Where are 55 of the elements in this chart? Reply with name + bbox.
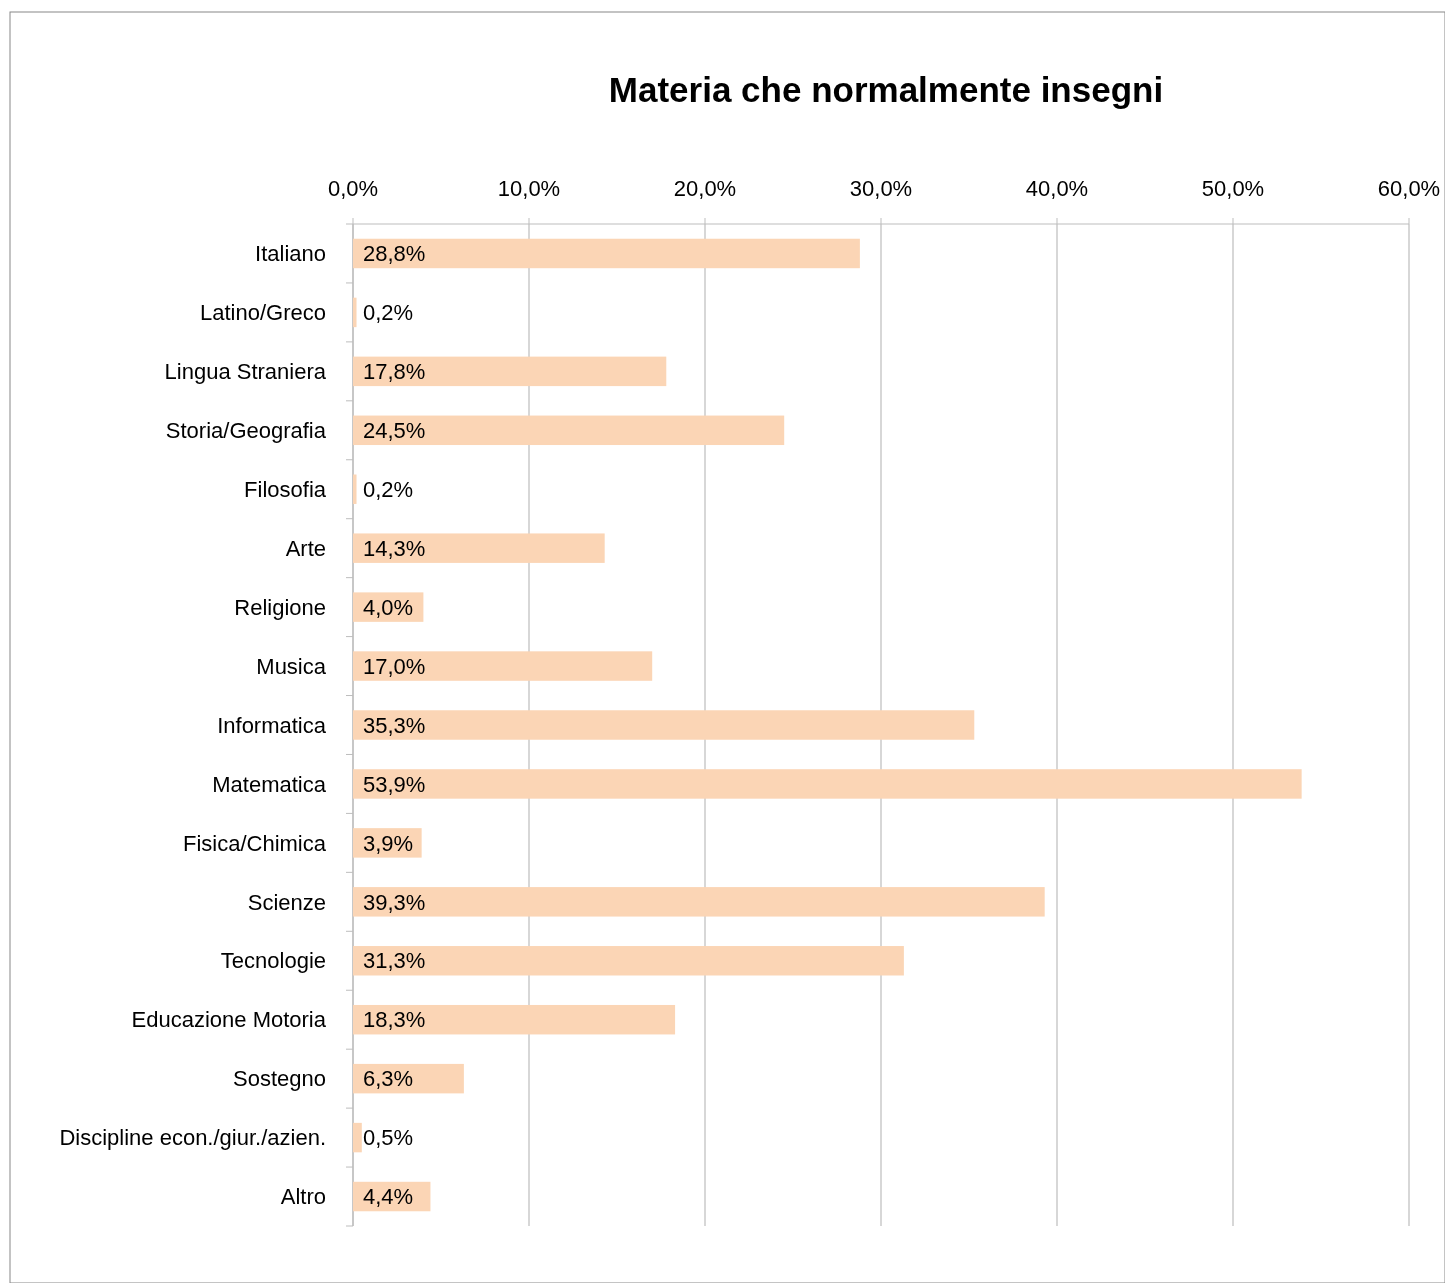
bar — [353, 946, 904, 976]
y-tick-label: Filosofia — [244, 476, 327, 502]
data-label: 0,2% — [363, 300, 414, 326]
y-tick-label: Tecnologie — [220, 948, 326, 974]
y-tick-label: Discipline econ./giur./azien. — [59, 1125, 326, 1151]
y-tick-label: Storia/Geografia — [165, 417, 327, 443]
data-label: 17,8% — [363, 359, 426, 385]
data-label: 28,8% — [363, 241, 426, 267]
y-tick-label: Informatica — [217, 712, 327, 738]
y-tick-label: Scienze — [247, 889, 326, 915]
data-label: 0,2% — [363, 476, 414, 502]
x-tick-label: 40,0% — [1025, 176, 1089, 201]
data-label: 3,9% — [363, 830, 414, 856]
y-tick-label: Lingua Straniera — [164, 359, 327, 385]
x-tick-label: 20,0% — [673, 176, 737, 201]
bar — [353, 769, 1302, 799]
data-label: 24,5% — [363, 417, 426, 443]
data-label: 4,0% — [363, 594, 414, 620]
bar — [353, 1122, 362, 1153]
data-label: 39,3% — [363, 889, 426, 915]
data-label: 18,3% — [363, 1007, 426, 1033]
y-tick-label: Religione — [234, 594, 326, 620]
y-tick-label: Latino/Greco — [200, 300, 326, 326]
bar — [353, 710, 975, 740]
bar — [353, 238, 860, 269]
data-label: 0,5% — [363, 1125, 414, 1151]
data-label: 6,3% — [363, 1066, 414, 1092]
data-label: 4,4% — [363, 1184, 414, 1210]
data-label: 31,3% — [363, 948, 426, 974]
y-tick-label: Matematica — [212, 771, 327, 797]
y-tick-label: Fisica/Chimica — [182, 830, 327, 856]
y-tick-label: Altro — [280, 1184, 326, 1210]
x-tick-label: 60,0% — [1377, 176, 1441, 201]
y-tick-label: Italiano — [255, 241, 326, 267]
data-label: 53,9% — [363, 771, 426, 797]
bar — [353, 297, 357, 328]
y-tick-label: Arte — [285, 535, 326, 561]
chart-title: Materia che normalmente insegni — [608, 70, 1164, 109]
y-tick-label: Musica — [256, 653, 327, 679]
x-tick-label: 30,0% — [849, 176, 913, 201]
y-tick-label: Sostegno — [233, 1066, 326, 1092]
bar — [353, 356, 667, 387]
bar — [353, 887, 1045, 917]
bar — [353, 651, 653, 681]
bar — [353, 1004, 676, 1035]
data-label: 35,3% — [363, 712, 426, 738]
bar — [353, 474, 357, 504]
x-tick-label: 50,0% — [1201, 176, 1265, 201]
y-tick-label: Educazione Motoria — [131, 1007, 327, 1033]
data-label: 17,0% — [363, 653, 426, 679]
bar — [353, 415, 785, 446]
x-tick-label: 10,0% — [497, 176, 561, 201]
x-tick-label: 0,0% — [327, 176, 379, 201]
data-label: 14,3% — [363, 535, 426, 561]
bar — [353, 533, 605, 563]
